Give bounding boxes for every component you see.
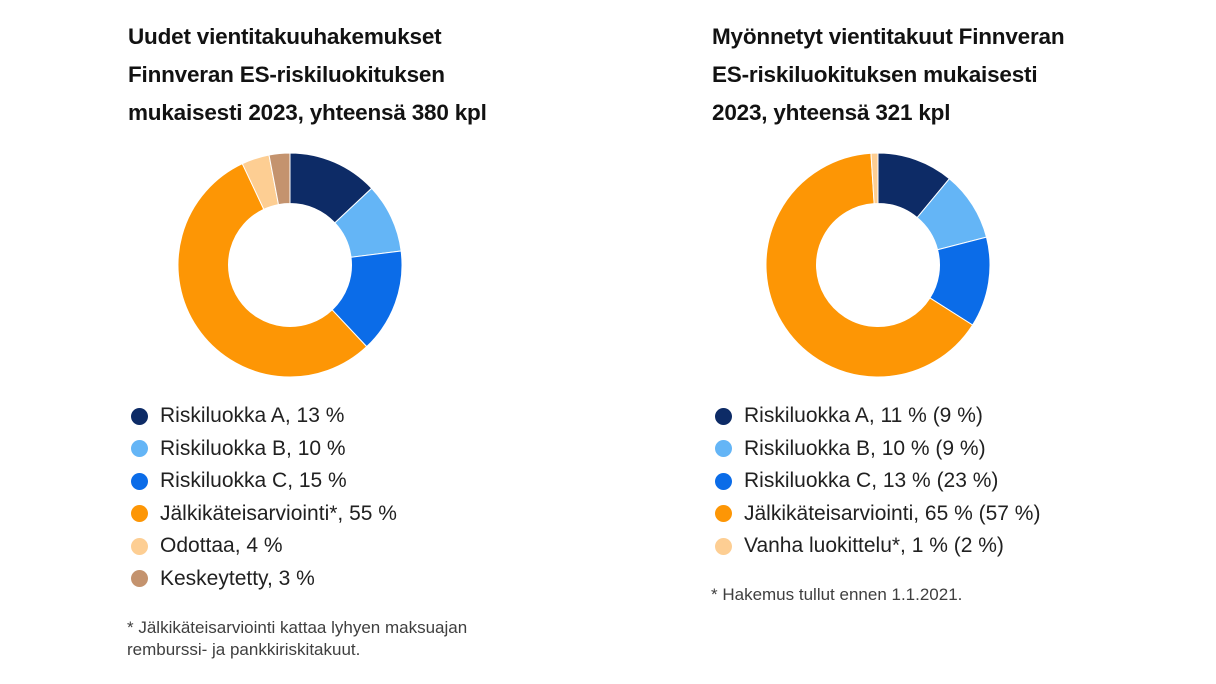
legend-dot-icon: [715, 505, 732, 523]
donut-segment: [765, 152, 974, 378]
chart-legend-left: Riskiluokka A, 13 % Riskiluokka B, 10 % Ri…: [131, 400, 397, 595]
legend-item: Odottaa, 4 %: [131, 530, 397, 563]
legend-item: Riskiluokka B, 10 % (9 %): [715, 433, 1040, 466]
legend-item: Keskeytetty, 3 %: [131, 563, 397, 596]
legend-label: Riskiluokka B, 10 %: [160, 436, 346, 460]
legend-item: Riskiluokka A, 13 %: [131, 400, 397, 433]
legend-label: Jälkikäteisarviointi*, 55 %: [160, 501, 397, 525]
legend-dot-icon: [715, 407, 732, 425]
donut-chart-left: [177, 152, 403, 378]
legend-dot-icon: [131, 570, 148, 588]
legend-dot-icon: [715, 472, 732, 490]
chart-footnote-right: * Hakemus tullut ennen 1.1.2021.: [711, 585, 963, 604]
legend-item: Jälkikäteisarviointi, 65 % (57 %): [715, 498, 1040, 531]
donut-segment: [870, 152, 879, 205]
legend-label: Riskiluokka C, 15 %: [160, 469, 347, 493]
legend-label: Keskeytetty, 3 %: [160, 566, 315, 590]
legend-dot-icon: [131, 537, 148, 555]
donut-chart-right: [765, 152, 991, 378]
legend-item: Riskiluokka C, 13 % (23 %): [715, 465, 1040, 498]
legend-dot-icon: [131, 440, 148, 458]
chart-title-right: Myönnetyt vientitakuut Finnveran ES-risk…: [712, 24, 1065, 125]
donut-segment: [177, 162, 368, 378]
legend-label: Odottaa, 4 %: [160, 534, 283, 558]
legend-label: Riskiluokka A, 11 % (9 %): [744, 404, 983, 428]
legend-item: Riskiluokka B, 10 %: [131, 433, 397, 466]
chart-legend-right: Riskiluokka A, 11 % (9 %) Riskiluokka B, …: [715, 400, 1040, 563]
legend-item: Jälkikäteisarviointi*, 55 %: [131, 498, 397, 531]
legend-item: Vanha luokittelu*, 1 % (2 %): [715, 530, 1040, 563]
chart-title-left: Uudet vientitakuuhakemukset Finnveran ES…: [128, 24, 487, 125]
legend-dot-icon: [715, 440, 732, 458]
legend-dot-icon: [131, 407, 148, 425]
legend-dot-icon: [131, 472, 148, 490]
legend-label: Riskiluokka A, 13 %: [160, 404, 345, 428]
chart-footnote-left: * Jälkikäteisarviointi kattaa lyhyen mak…: [127, 618, 468, 659]
legend-dot-icon: [715, 537, 732, 555]
legend-label: Vanha luokittelu*, 1 % (2 %): [744, 534, 1004, 558]
legend-item: Riskiluokka C, 15 %: [131, 465, 397, 498]
legend-label: Jälkikäteisarviointi, 65 % (57 %): [744, 501, 1041, 525]
legend-dot-icon: [131, 505, 148, 523]
legend-item: Riskiluokka A, 11 % (9 %): [715, 400, 1040, 433]
legend-label: Riskiluokka C, 13 % (23 %): [744, 469, 999, 493]
legend-label: Riskiluokka B, 10 % (9 %): [744, 436, 986, 460]
donut-segment: [268, 152, 291, 206]
